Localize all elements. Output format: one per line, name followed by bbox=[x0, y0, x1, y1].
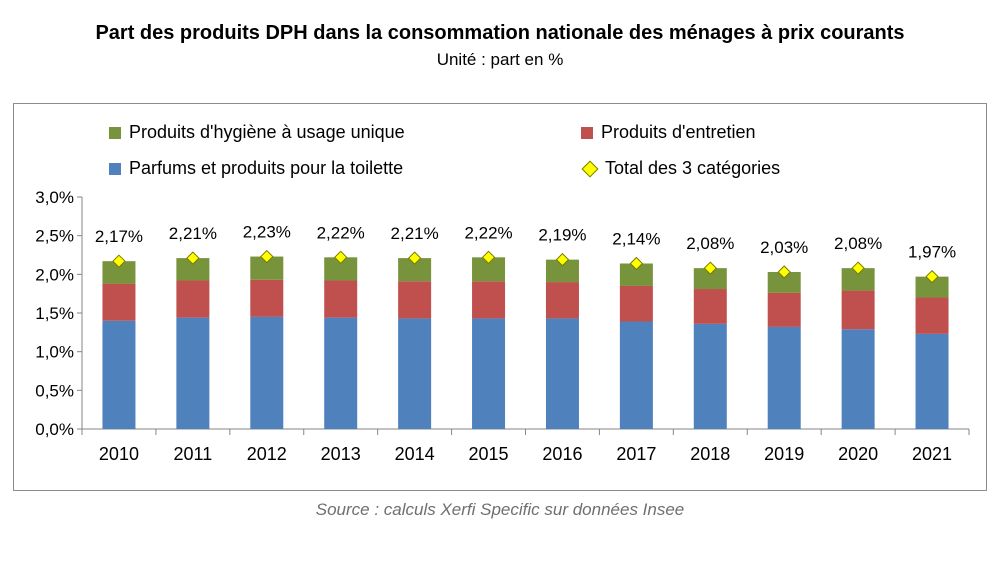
total-data-label: 2,08% bbox=[686, 234, 734, 253]
total-marker bbox=[629, 256, 644, 271]
total-marker bbox=[260, 249, 274, 264]
bar-hygiene bbox=[767, 272, 801, 293]
y-tick-label: 0,0% bbox=[35, 420, 74, 439]
total-data-label: 2,03% bbox=[760, 238, 808, 257]
bar-hygiene bbox=[619, 263, 653, 286]
legend-swatch-parfums bbox=[109, 162, 121, 175]
total-data-label: 2,22% bbox=[317, 223, 365, 242]
chart-area: Produits d'hygiène à usage unique Produi… bbox=[13, 103, 987, 491]
legend-label-hygiene: Produits d'hygiène à usage unique bbox=[129, 122, 405, 142]
bar-parfums bbox=[472, 318, 506, 429]
y-tick-label: 2,0% bbox=[35, 265, 74, 284]
bar-entretien bbox=[398, 281, 432, 319]
bar-entretien bbox=[841, 290, 875, 330]
bar-entretien bbox=[102, 283, 136, 321]
legend-item-entretien: Produits d'entretien bbox=[581, 122, 756, 143]
legend-item-total: Total des 3 catégories bbox=[581, 158, 780, 179]
legend-label-entretien: Produits d'entretien bbox=[601, 122, 756, 142]
total-data-label: 2,08% bbox=[834, 234, 882, 253]
bar-parfums bbox=[767, 326, 801, 429]
bar-parfums bbox=[324, 317, 358, 429]
bar-parfums bbox=[619, 321, 653, 429]
bar-parfums bbox=[250, 316, 284, 429]
total-marker bbox=[555, 252, 570, 267]
legend-label-parfums: Parfums et produits pour la toilette bbox=[129, 158, 404, 178]
chart-subtitle: Unité : part en % bbox=[436, 50, 564, 69]
y-tick-label: 0,5% bbox=[35, 381, 74, 400]
bar-parfums bbox=[915, 333, 949, 429]
total-marker bbox=[925, 269, 939, 284]
x-tick-label: 2018 bbox=[690, 444, 730, 464]
total-data-label: 2,21% bbox=[169, 224, 217, 243]
source-note: Source : calculs Xerfi Specific sur donn… bbox=[315, 500, 685, 519]
x-tick-label: 2015 bbox=[469, 444, 509, 464]
bar-hygiene bbox=[176, 258, 210, 281]
bar-parfums bbox=[841, 329, 875, 429]
bar-entretien bbox=[472, 281, 506, 319]
x-tick-label: 2010 bbox=[99, 444, 139, 464]
bar-hygiene bbox=[915, 276, 949, 298]
bar-parfums bbox=[398, 318, 432, 429]
bar-entretien bbox=[619, 285, 653, 322]
bar-parfums bbox=[176, 317, 210, 429]
total-data-label: 2,21% bbox=[391, 224, 439, 243]
bar-entretien bbox=[915, 297, 949, 334]
bar-entretien bbox=[324, 280, 358, 318]
x-tick-label: 2014 bbox=[395, 444, 435, 464]
bar-entretien bbox=[693, 289, 727, 324]
total-data-label: 1,97% bbox=[908, 243, 956, 262]
legend-item-parfums: Parfums et produits pour la toilette bbox=[109, 158, 403, 179]
total-marker bbox=[334, 250, 348, 265]
bar-hygiene bbox=[398, 258, 432, 282]
total-data-label: 2,19% bbox=[538, 226, 586, 245]
y-tick-label: 1,0% bbox=[35, 343, 74, 362]
total-marker bbox=[407, 251, 422, 265]
plot-svg: 0,0% 0,5% 1,0% 1,5% 2,0% 2,5% 3,0% 2010 2,17% 201… bbox=[35, 188, 970, 464]
total-data-label: 2,22% bbox=[464, 223, 512, 242]
total-marker bbox=[112, 254, 126, 268]
total-marker bbox=[703, 261, 717, 275]
bar-hygiene bbox=[693, 268, 727, 290]
bar-entretien bbox=[767, 292, 801, 327]
bar-parfums bbox=[693, 323, 727, 429]
x-tick-label: 2016 bbox=[542, 444, 582, 464]
bar-hygiene bbox=[250, 256, 284, 280]
bar-hygiene bbox=[841, 268, 875, 291]
bar-parfums bbox=[102, 320, 136, 429]
total-marker bbox=[481, 250, 496, 265]
bar-parfums bbox=[545, 318, 579, 429]
chart-title: Part des produits DPH dans la consommati… bbox=[95, 22, 905, 44]
total-data-label: 2,17% bbox=[95, 227, 143, 246]
legend-swatch-hygiene bbox=[109, 126, 121, 139]
bar-hygiene bbox=[324, 257, 358, 281]
legend-item-hygiene: Produits d'hygiène à usage unique bbox=[109, 122, 405, 143]
total-data-label: 2,23% bbox=[243, 223, 291, 242]
x-tick-label: 2020 bbox=[838, 444, 878, 464]
x-tick-label: 2019 bbox=[764, 444, 804, 464]
total-marker bbox=[777, 265, 791, 279]
bar-entretien bbox=[176, 280, 210, 318]
bar-hygiene bbox=[472, 257, 506, 282]
y-tick-label: 1,5% bbox=[35, 304, 74, 323]
y-tick-label: 3,0% bbox=[35, 188, 74, 207]
total-marker bbox=[851, 261, 865, 275]
legend-swatch-entretien bbox=[581, 126, 593, 139]
bar-hygiene bbox=[545, 259, 579, 283]
bar-entretien bbox=[545, 282, 579, 319]
x-tick-label: 2012 bbox=[247, 444, 287, 464]
y-tick-label: 2,5% bbox=[35, 227, 74, 246]
x-tick-label: 2017 bbox=[616, 444, 656, 464]
total-data-label: 2,14% bbox=[612, 230, 660, 249]
legend-label-total: Total des 3 catégories bbox=[605, 158, 781, 178]
bar-hygiene bbox=[102, 261, 136, 284]
x-tick-label: 2021 bbox=[912, 444, 952, 464]
x-tick-label: 2011 bbox=[174, 444, 213, 464]
bar-entretien bbox=[250, 279, 284, 317]
total-marker bbox=[186, 251, 200, 265]
x-tick-label: 2013 bbox=[321, 444, 361, 464]
